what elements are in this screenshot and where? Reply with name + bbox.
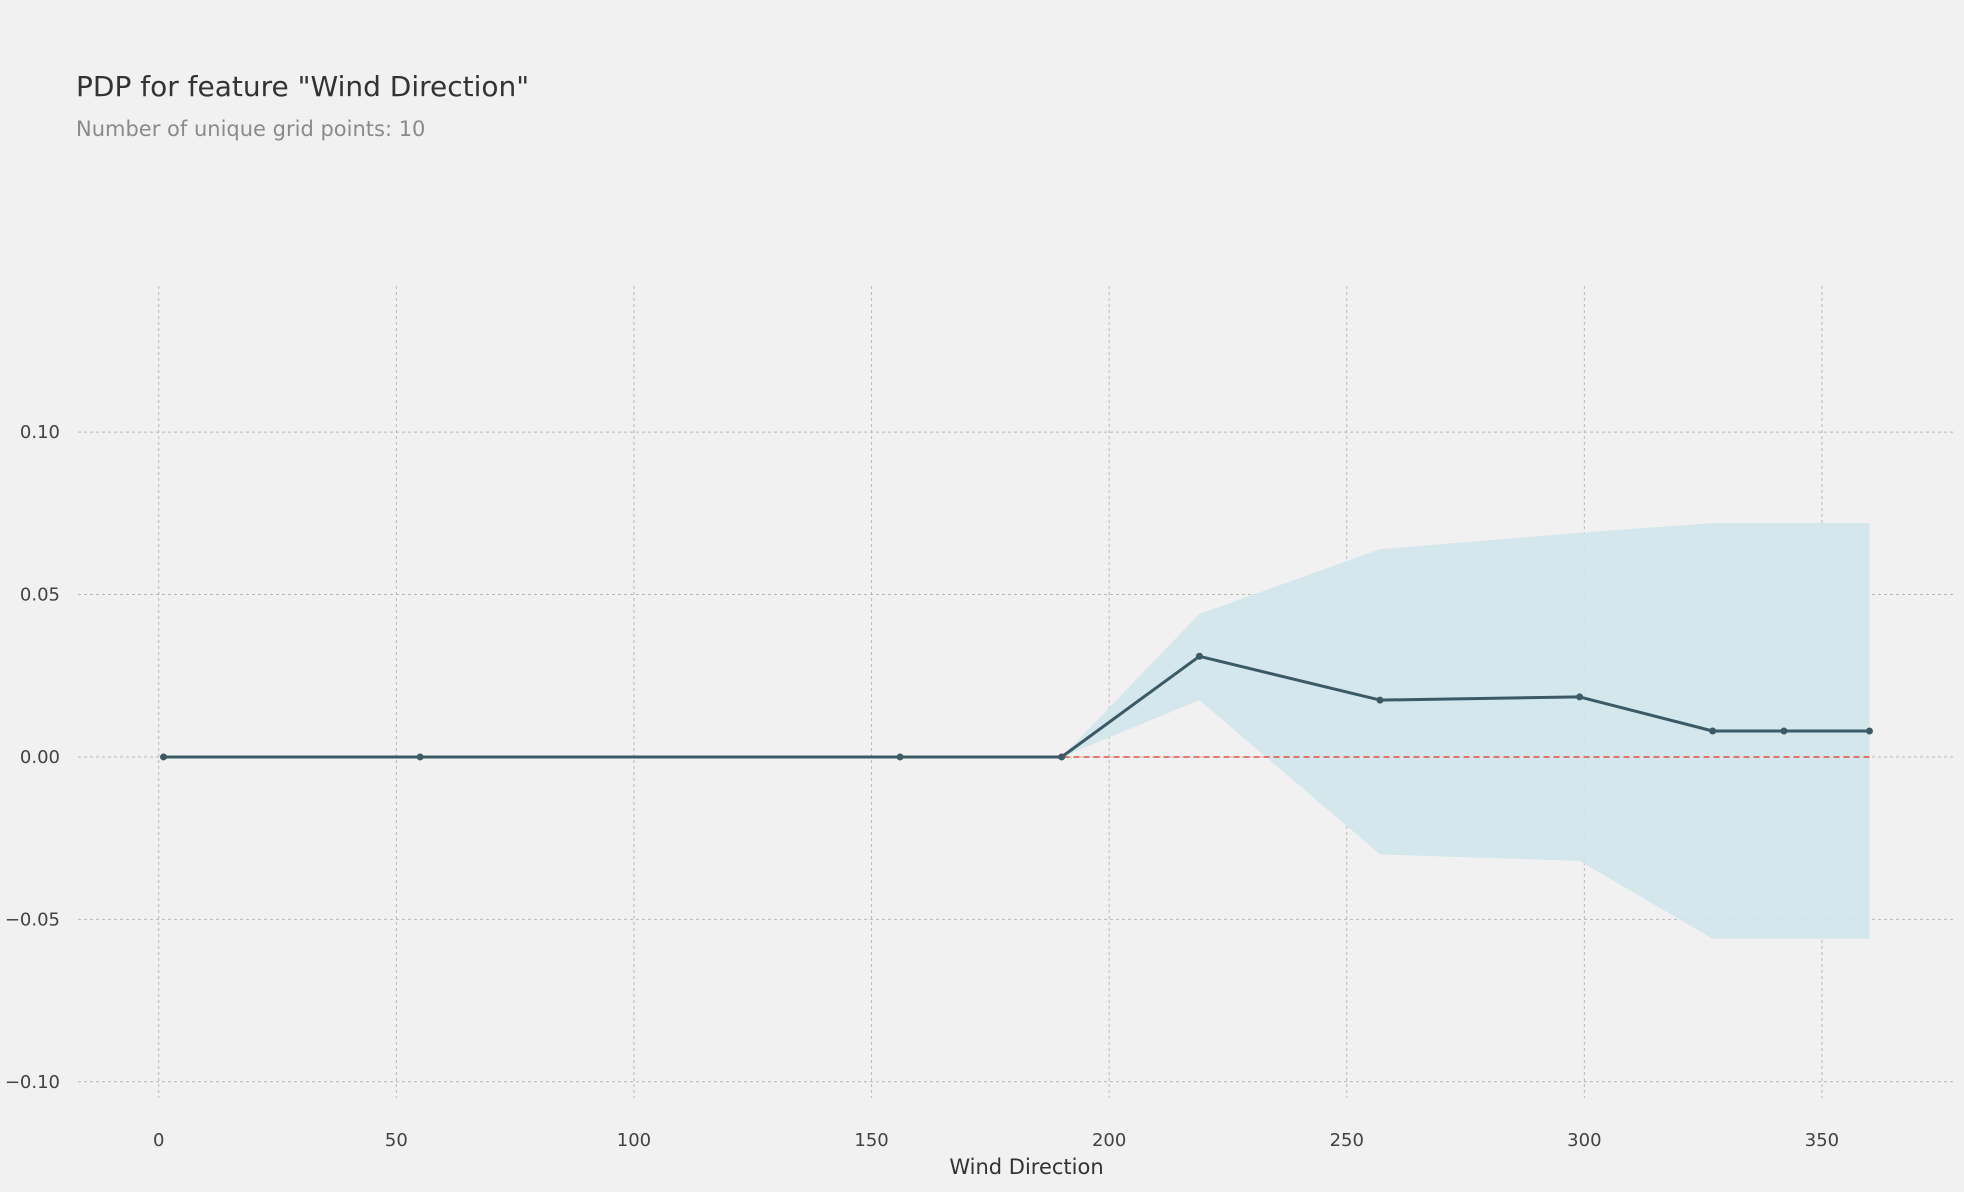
x-tick-label: 200 xyxy=(1092,1130,1126,1151)
y-tick-label: −0.05 xyxy=(5,909,60,930)
x-tick-label: 0 xyxy=(153,1130,164,1151)
data-point xyxy=(1780,727,1788,735)
x-tick-label: 50 xyxy=(385,1130,408,1151)
data-point xyxy=(160,753,168,761)
y-tick-label: −0.10 xyxy=(5,1072,60,1093)
data-point xyxy=(1195,652,1203,660)
data-point xyxy=(1376,696,1384,704)
tick-labels: 0 50 100 150 200 250 300 350 −0.10 −0.05 0.00 0.05 0… xyxy=(5,422,1839,1151)
x-tick-label: 350 xyxy=(1805,1130,1839,1151)
confidence-band-layer xyxy=(163,523,1870,939)
chart-title: PDP for feature "Wind Direction" xyxy=(76,70,530,103)
x-tick-label: 150 xyxy=(854,1130,888,1151)
x-tick-label: 250 xyxy=(1330,1130,1364,1151)
data-point xyxy=(896,753,904,761)
data-point xyxy=(1058,753,1066,761)
data-point xyxy=(1865,727,1873,735)
chart-subtitle: Number of unique grid points: 10 xyxy=(76,117,426,141)
y-tick-label: 0.05 xyxy=(20,585,60,606)
y-tick-label: 0.10 xyxy=(20,422,60,443)
y-tick-label: 0.00 xyxy=(20,747,60,768)
x-tick-label: 300 xyxy=(1567,1130,1601,1151)
pdp-line xyxy=(163,654,1870,759)
data-point xyxy=(416,753,424,761)
series-layer xyxy=(160,652,1873,761)
confidence-band xyxy=(163,523,1870,939)
data-point xyxy=(1709,727,1717,735)
x-axis-label: Wind Direction xyxy=(949,1155,1103,1179)
x-tick-label: 100 xyxy=(617,1130,651,1151)
data-point xyxy=(1576,693,1584,701)
